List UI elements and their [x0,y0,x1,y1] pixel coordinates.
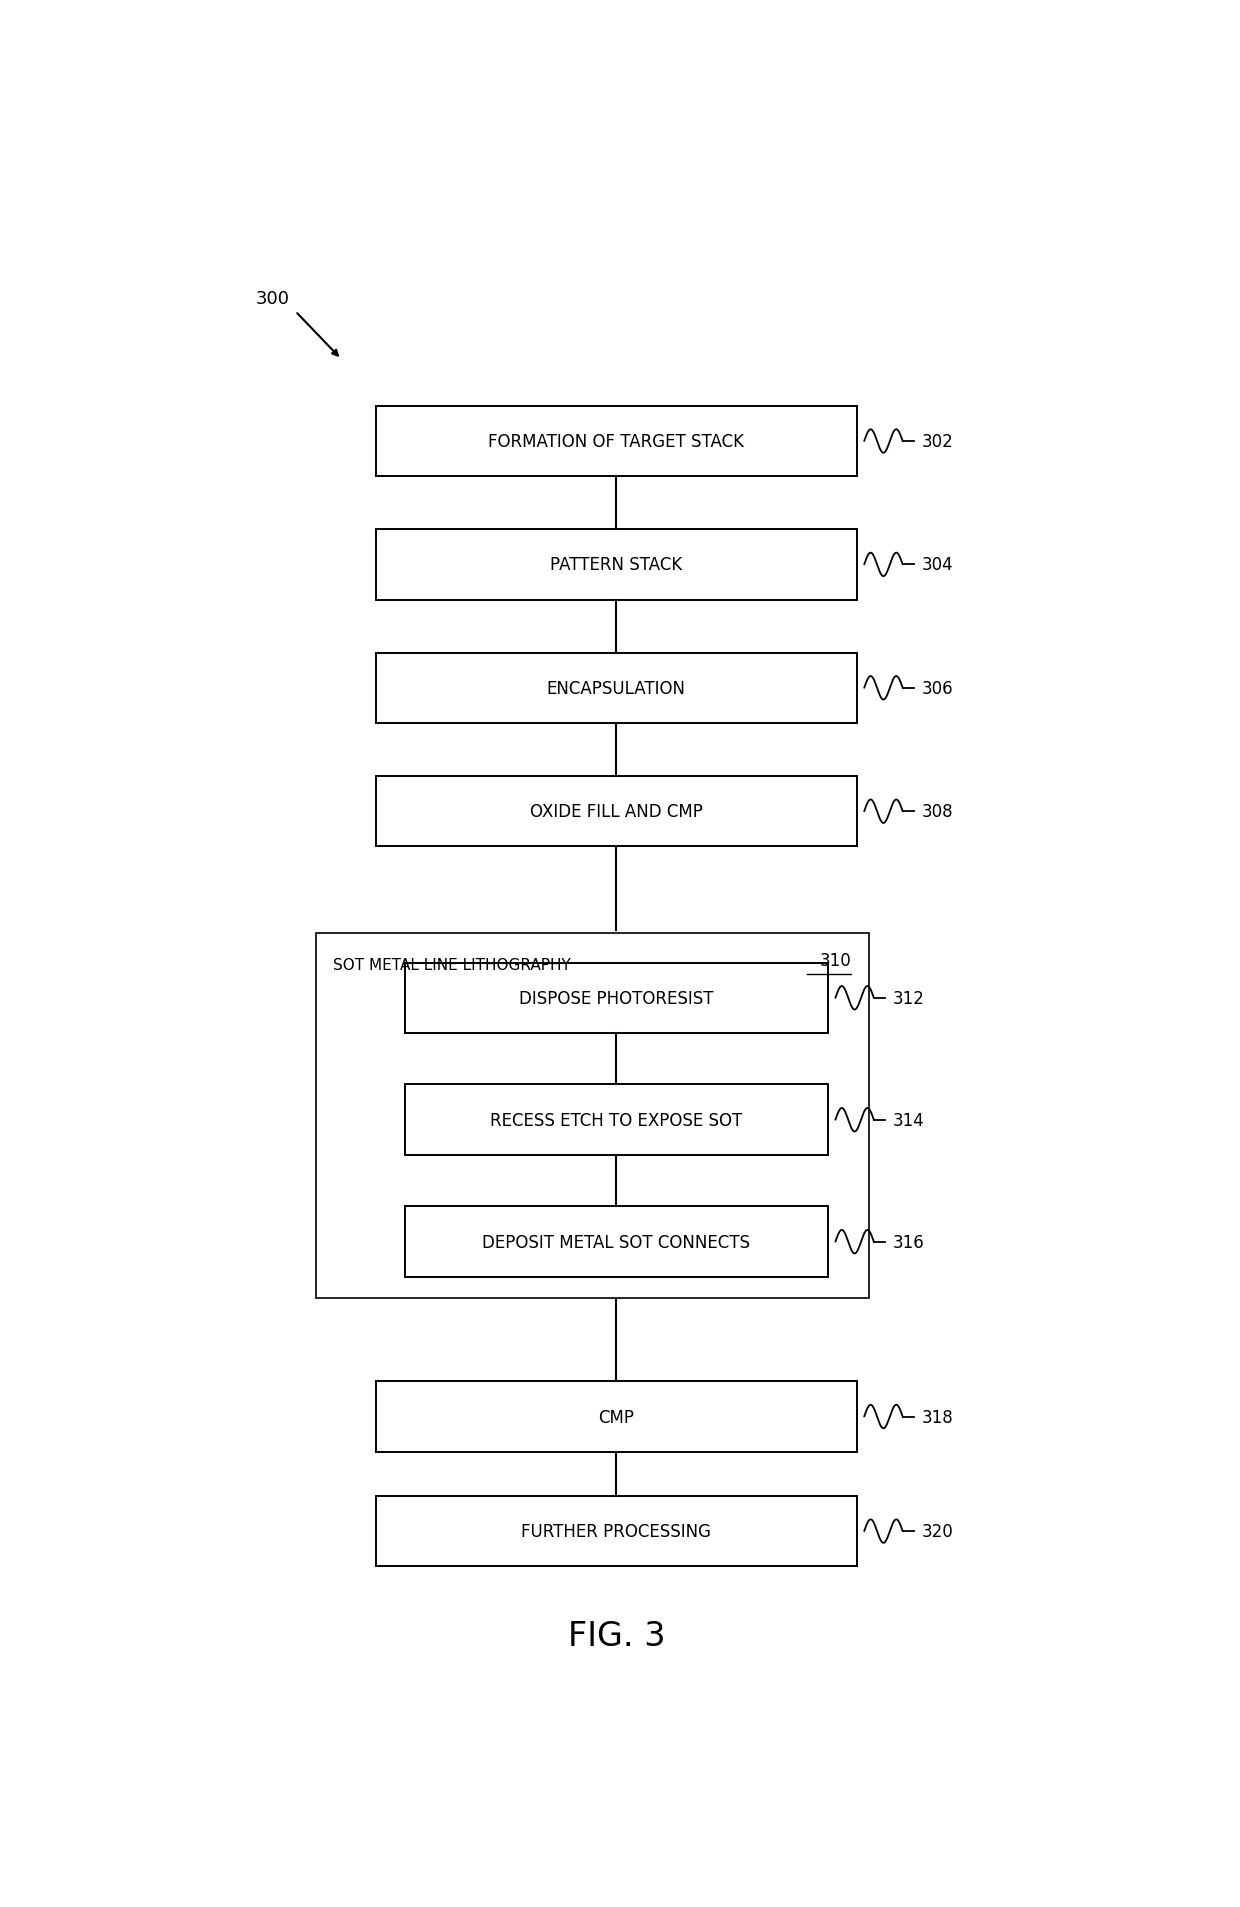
Bar [376,530,857,601]
Text: 314: 314 [893,1112,925,1129]
Bar [404,963,828,1034]
Text: 306: 306 [921,679,954,698]
Text: FORMATION OF TARGET STACK: FORMATION OF TARGET STACK [489,433,744,450]
Text: DISPOSE PHOTORESIST: DISPOSE PHOTORESIST [520,990,713,1007]
Text: 300: 300 [255,290,290,309]
Text: FIG. 3: FIG. 3 [568,1619,665,1651]
Bar [404,1207,828,1278]
Bar [376,654,857,723]
Text: 316: 316 [893,1234,925,1251]
Bar [376,1381,857,1451]
Text: 310: 310 [820,952,851,969]
Bar [404,1085,828,1156]
Text: SOT METAL LINE LITHOGRAPHY: SOT METAL LINE LITHOGRAPHY [334,957,570,973]
Text: RECESS ETCH TO EXPOSE SOT: RECESS ETCH TO EXPOSE SOT [490,1112,743,1129]
Bar [316,934,868,1299]
Text: ENCAPSULATION: ENCAPSULATION [547,679,686,698]
Text: OXIDE FILL AND CMP: OXIDE FILL AND CMP [529,803,703,820]
Text: CMP: CMP [598,1407,635,1426]
Text: 304: 304 [921,557,954,574]
Text: 318: 318 [921,1407,954,1426]
Text: 320: 320 [921,1522,954,1541]
Text: 312: 312 [893,990,925,1007]
Text: FURTHER PROCESSING: FURTHER PROCESSING [521,1522,712,1541]
Bar [376,776,857,847]
Text: DEPOSIT METAL SOT CONNECTS: DEPOSIT METAL SOT CONNECTS [482,1234,750,1251]
Bar [376,1497,857,1566]
Text: 308: 308 [921,803,954,820]
Text: PATTERN STACK: PATTERN STACK [551,557,682,574]
Bar [376,406,857,477]
Text: 302: 302 [921,433,954,450]
